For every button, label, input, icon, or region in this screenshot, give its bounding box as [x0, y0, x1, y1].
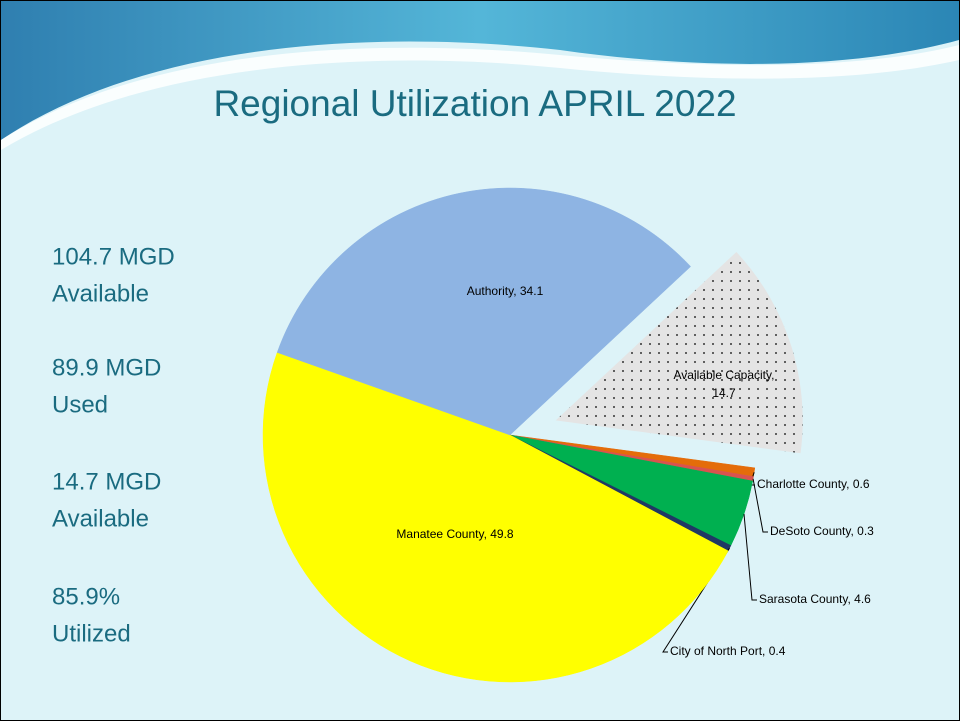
data-label: DeSoto County, 0.3 — [770, 524, 874, 538]
slide: Regional Utilization APRIL 2022 104.7 MG… — [0, 0, 960, 721]
stat-amount: 14.7 MGD — [52, 468, 161, 495]
stat-caption: Available — [52, 505, 149, 532]
slide-title: Regional Utilization APRIL 2022 — [213, 83, 736, 124]
stat-caption: Used — [52, 391, 108, 418]
stat-amount: 104.7 MGD — [52, 243, 175, 270]
stat-amount: 89.9 MGD — [52, 354, 161, 381]
data-label: City of North Port, 0.4 — [670, 644, 786, 658]
data-label: Sarasota County, 4.6 — [759, 592, 871, 606]
data-label: Charlotte County, 0.6 — [757, 477, 870, 491]
data-label: Manatee County, 49.8 — [396, 527, 514, 541]
data-label: Authority, 34.1 — [467, 284, 544, 298]
stat-amount: 85.9% — [52, 583, 120, 610]
stat-caption: Utilized — [52, 620, 131, 647]
stat-caption: Available — [52, 280, 149, 307]
